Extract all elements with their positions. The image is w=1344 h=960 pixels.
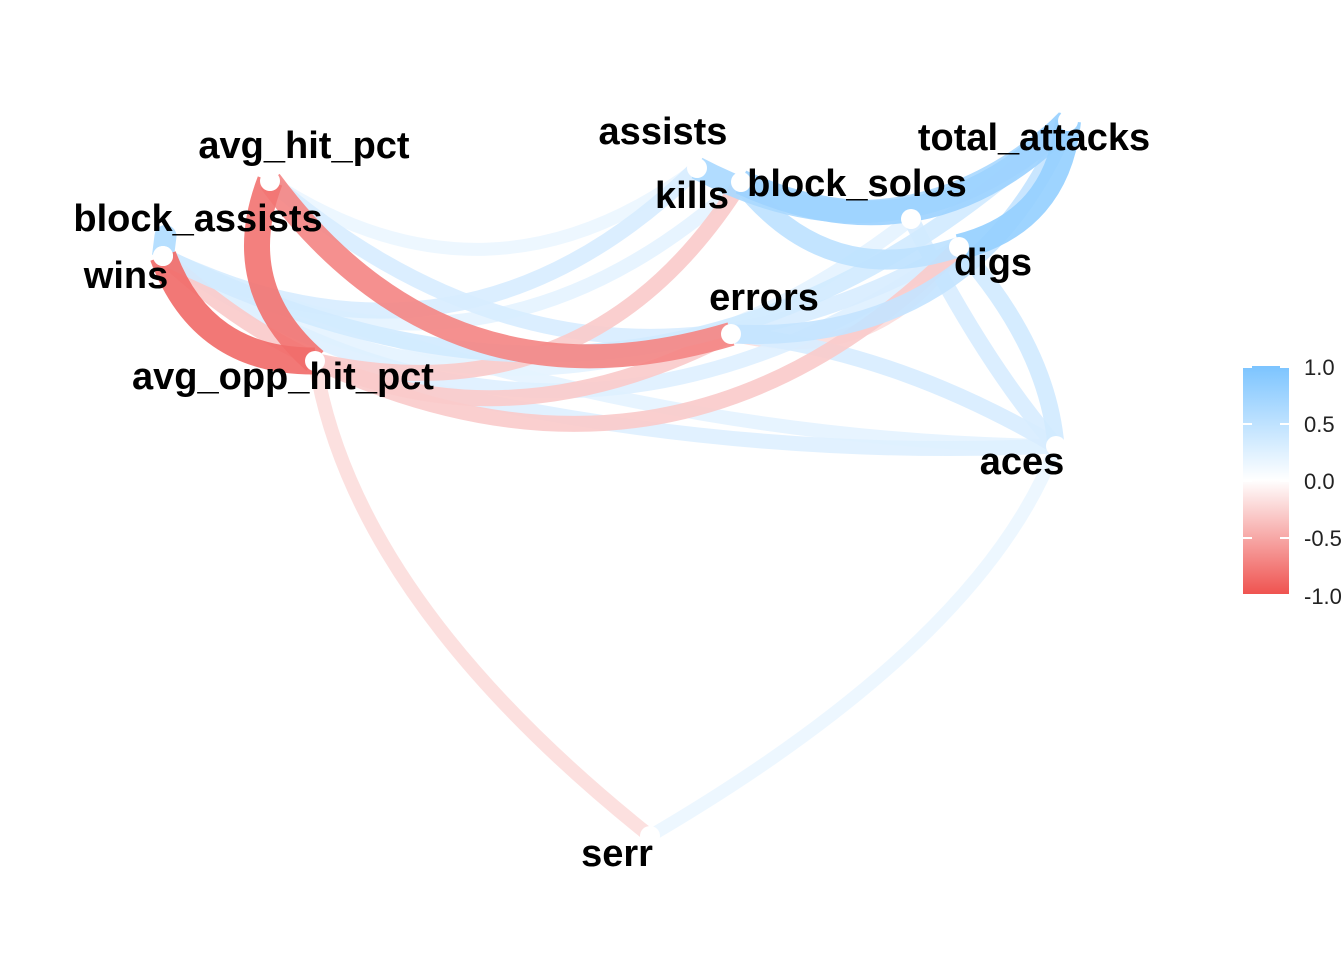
node-label-wins: wins — [83, 255, 168, 297]
edge-avg_opp_hit_pct-serr — [308, 359, 655, 842]
node-avg_opp_hit_pct — [305, 351, 325, 371]
node-label-block_assists: block_assists — [73, 198, 322, 240]
node-label-avg_opp_hit_pct: avg_opp_hit_pct — [132, 356, 434, 398]
node-label-assists: assists — [599, 111, 728, 153]
node-errors — [721, 324, 741, 344]
edge-digs-aces — [952, 241, 1065, 447]
legend-tick-label: 0.5 — [1304, 412, 1335, 437]
node-label-avg_hit_pct: avg_hit_pct — [198, 125, 410, 167]
edge-serr-aces — [646, 443, 1063, 842]
nodes-layer — [153, 111, 1078, 846]
edge-avg_hit_pct-digs — [264, 174, 963, 345]
node-block_assists — [153, 246, 173, 266]
node-assists — [687, 158, 707, 178]
edges-layer — [150, 112, 1081, 842]
edge-digs-total_attacks — [955, 119, 1081, 260]
node-aces — [1046, 436, 1066, 456]
node-label-serr: serr — [581, 833, 653, 875]
legend-tick-label: 1.0 — [1304, 355, 1335, 380]
legend-tick-label: 0.0 — [1304, 469, 1335, 494]
node-label-total_attacks: total_attacks — [918, 117, 1150, 159]
node-label-errors: errors — [709, 277, 819, 319]
legend-tick-label: -1.0 — [1304, 584, 1342, 609]
edge-kills-total_attacks — [735, 112, 1077, 226]
node-label-digs: digs — [954, 242, 1032, 284]
node-serr — [640, 826, 660, 846]
node-label-block_solos: block_solos — [747, 163, 967, 205]
legend-ticks: 1.0 0.5 0.0 -0.5 -1.0 — [1243, 355, 1342, 609]
edge-avg_hit_pct-avg_opp_hit_pct — [244, 176, 324, 371]
edge-wins-errors — [157, 250, 735, 407]
node-label-aces: aces — [980, 441, 1065, 483]
node-total_attacks — [1058, 111, 1078, 131]
node-kills — [731, 172, 751, 192]
edge-avg_hit_pct-errors — [260, 173, 735, 369]
edge-wins-avg_opp_hit_pct — [150, 251, 316, 375]
node-avg_hit_pct — [260, 171, 280, 191]
legend-tick-label: -0.5 — [1304, 526, 1342, 551]
node-label-kills: kills — [655, 175, 729, 217]
labels-layer: wins block_assists avg_hit_pct avg_opp_hit_… — [73, 111, 1150, 875]
node-block_solos — [901, 209, 921, 229]
node-digs — [949, 237, 969, 257]
edge-avg_hit_pct-assists — [266, 162, 701, 256]
color-legend: 1.0 0.5 0.0 -0.5 -1.0 — [1243, 355, 1342, 609]
